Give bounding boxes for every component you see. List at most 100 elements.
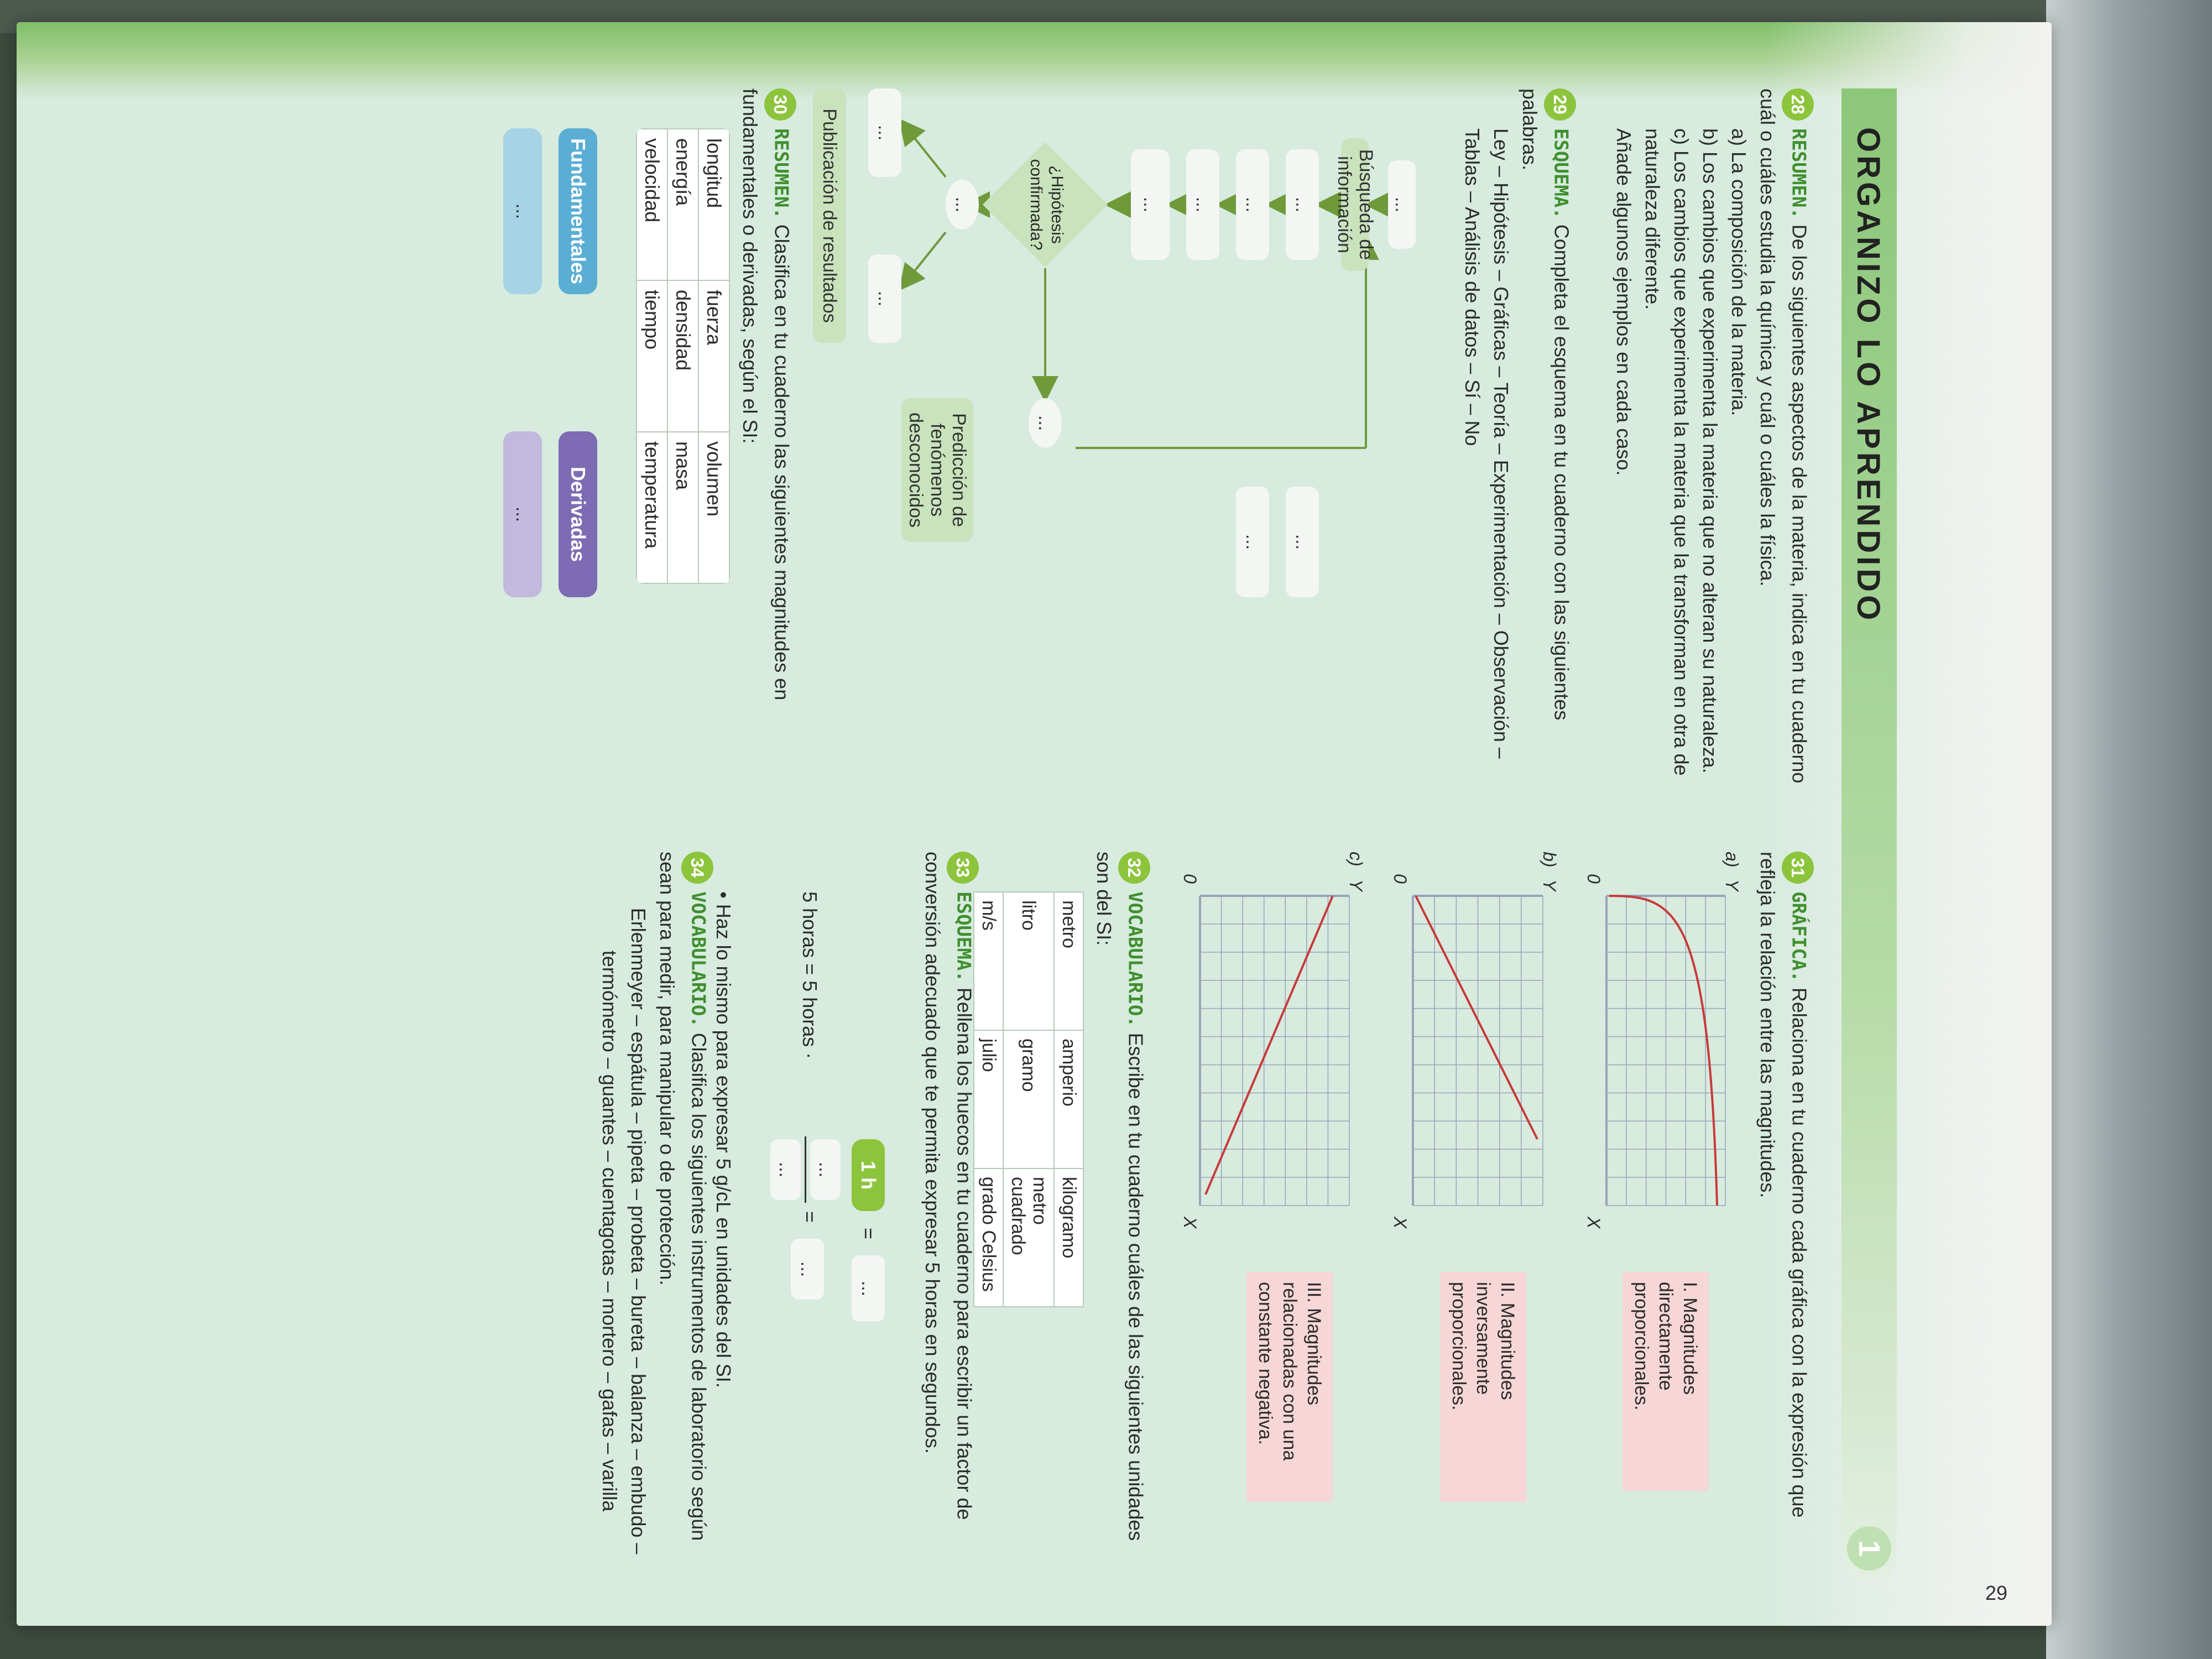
flowchart-blank: ...: [1186, 149, 1219, 260]
table-cell: tiempo: [637, 280, 667, 432]
graph-b: b) Y X 0 II. Magnitudes inversamente pro…: [1383, 852, 1559, 1571]
exercise-number: 31: [1782, 852, 1814, 884]
line-negative: [1204, 895, 1334, 1195]
denominator-blank: ...: [770, 1139, 801, 1200]
table-cell: litro: [1003, 892, 1054, 1030]
flowchart-search: Búsqueda de información: [1334, 138, 1376, 271]
exercise-number: 33: [947, 852, 979, 884]
graph-option-iii: III. Magnitudes relacionadas con una con…: [1246, 1272, 1333, 1502]
table-row: longitud fuerza volumen: [698, 129, 729, 583]
table-cell: masa: [667, 432, 698, 583]
derivadas-pill: Derivadas: [559, 431, 597, 597]
fundamentales-blank: ...: [503, 128, 542, 294]
conversion-blank: ...: [852, 1255, 885, 1322]
table-row: energía densidad masa: [667, 129, 698, 583]
exercise-34: 34VOCABULARIO. Clasifica los siguientes …: [595, 852, 713, 1571]
table-cell: kilogramo: [1054, 1168, 1083, 1307]
list-item: b) Los cambios que experimenta la materi…: [1699, 128, 1721, 774]
exercise-33: 33ESQUEMA. Rellena los huecos en tu cuad…: [918, 852, 979, 1571]
exercise-29: 29ESQUEMA. Completa el esquema en tu cua…: [1458, 88, 1576, 796]
exercise-32: 32VOCABULARIO. Escribe en tu cuaderno cu…: [1089, 852, 1150, 1571]
flowchart-blank: ...: [1236, 149, 1269, 260]
flowchart-blank: ...: [1131, 149, 1170, 260]
fraction-bar: [805, 1136, 806, 1203]
exercise-31: 31GRÁFICA. Relaciona en tu cuaderno cada…: [1753, 852, 1814, 1571]
exercise-keyword: GRÁFICA.: [1787, 891, 1810, 982]
exercise-number: 30: [764, 88, 796, 121]
page-number: 29: [1985, 1582, 2008, 1604]
curve-inverse: [1609, 895, 1718, 1206]
flowchart-arrows: [899, 118, 1391, 449]
table-cell: densidad: [667, 280, 698, 432]
exercise-number: 32: [1118, 852, 1150, 884]
flowchart-blank: ...: [868, 254, 901, 343]
graph-a-plot: [1605, 895, 1726, 1206]
equals-sign: =: [799, 1211, 821, 1223]
exercise-keyword: RESUMEN.: [770, 128, 792, 219]
table-cell: metro: [1054, 892, 1083, 1030]
section-title-bar: ORGANIZO LO APRENDIDO 1: [1841, 88, 1897, 1582]
exercise-closing: Añade algunos ejemplos en cada caso.: [1613, 128, 1635, 476]
derivadas-blank: ...: [503, 431, 542, 597]
scientific-method-flowchart: ... Búsqueda de información ... ... ... …: [807, 88, 1416, 807]
table-cell: amperio: [1054, 1030, 1083, 1168]
table-cell: gramo: [1003, 1030, 1054, 1168]
exercise-28: 28RESUMEN. De los siguientes aspectos de…: [1609, 88, 1814, 796]
exercise-keyword: RESUMEN.: [1787, 128, 1810, 219]
page-fold: [1764, 22, 2052, 1626]
table-cell: metro cuadrado: [1003, 1168, 1054, 1307]
flowchart-blank: ...: [1236, 487, 1269, 597]
table-cell: temperatura: [637, 432, 667, 583]
one-hour-pill: 1 h: [852, 1139, 885, 1211]
flowchart-blank: ...: [868, 88, 901, 177]
flowchart-blank: ...: [1388, 160, 1416, 249]
background-surface-right: [2046, 0, 2212, 1659]
table-cell: volumen: [698, 432, 729, 583]
graph-c: c) Y X 0 III. Magnitudes relacionadas co…: [1167, 852, 1366, 1571]
decision-label: ¿Hipótesis confirmada?: [1027, 159, 1066, 251]
exercise-number: 28: [1782, 88, 1814, 121]
line-direct: [1415, 895, 1538, 1140]
graph-a: a) Y X 0 I. Magnitudes directamente prop…: [1576, 852, 1742, 1571]
equation-left: 5 horas = 5 horas ·: [799, 891, 821, 1060]
flowchart-blank: ...: [1286, 487, 1319, 597]
textbook-page: 29 ORGANIZO LO APRENDIDO 1 28 RESUMEN. De…: [17, 22, 2052, 1626]
section-title: ORGANIZO LO APRENDIDO: [1850, 127, 1886, 624]
table-row: litro gramo metro cuadrado: [1003, 892, 1054, 1307]
table-row: metro amperio kilogramo: [1054, 892, 1083, 1307]
exercise-keyword: ESQUEMA.: [1550, 128, 1572, 219]
flowchart-publication: Publicación de resultados: [813, 88, 846, 343]
table-cell: fuerza: [698, 280, 729, 432]
flowchart-prediction: Predicción de fenómenos desconocidos: [901, 398, 973, 542]
list-item: a) La composición de la materia.: [1728, 128, 1750, 416]
page-content: ORGANIZO LO APRENDIDO 1 28RESUMEN. De lo…: [127, 88, 1897, 1582]
flowchart-hypothesis-decision: ¿Hipótesis confirmada?: [982, 141, 1109, 268]
table-cell: velocidad: [637, 129, 667, 280]
graph-option-i: I. Magnitudes directamente proporcionale…: [1623, 1272, 1709, 1491]
graph-option-ii: II. Magnitudes inversamente proporcional…: [1440, 1272, 1526, 1502]
table-row: velocidad tiempo temperatura: [637, 129, 667, 583]
flowchart-yes-no-blank: ...: [946, 180, 979, 229]
graph-c-plot: [1199, 895, 1350, 1206]
table-cell: longitud: [698, 129, 729, 280]
flowchart-blank: ...: [1286, 149, 1319, 260]
flowchart-yes-no-blank: ...: [1029, 398, 1062, 448]
list-item: c) Los cambios que experimenta la materi…: [1641, 128, 1693, 776]
exercise-number: 29: [1544, 88, 1576, 121]
exercise-keyword: ESQUEMA.: [952, 891, 975, 982]
exercise-number: 34: [681, 852, 713, 884]
magnitudes-table: longitud fuerza volumen energía densidad…: [636, 128, 730, 584]
unit-badge: 1: [1847, 1526, 1891, 1571]
numerator-blank: ...: [810, 1139, 841, 1200]
equals-sign: =: [857, 1228, 880, 1240]
graph-b-plot: [1412, 895, 1543, 1206]
word-list: Ley – Hipótesis – Gráficas – Teoría – Ex…: [1461, 128, 1512, 759]
result-blank: ...: [791, 1239, 824, 1300]
exercise-keyword: VOCABULARIO.: [687, 891, 709, 1027]
fundamentales-pill: Fundamentales: [559, 128, 597, 294]
units-table: metro amperio kilogramo litro gramo metr…: [973, 891, 1084, 1307]
instrument-list: Erlenmeyer – espátula – pipeta – probeta…: [598, 907, 650, 1554]
exercise-keyword: VOCABULARIO.: [1124, 891, 1146, 1027]
table-cell: energía: [667, 129, 698, 280]
page-binding-edge: [17, 22, 2052, 100]
